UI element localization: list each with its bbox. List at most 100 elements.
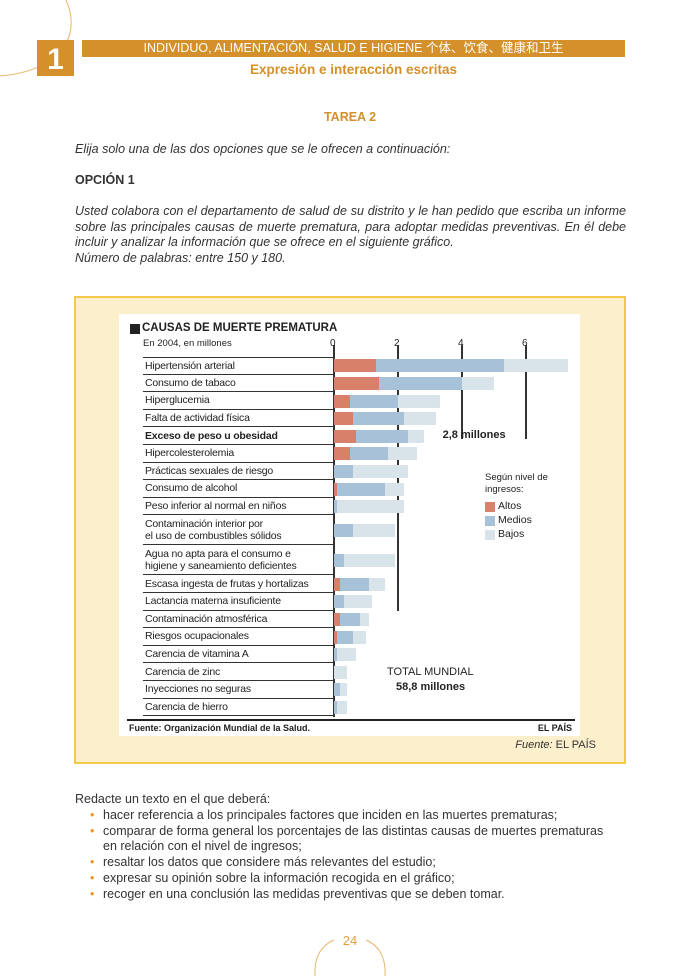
- unit-number-badge: 1: [37, 40, 74, 76]
- legend-label-bajos: Bajos: [498, 528, 525, 540]
- source-value: EL PAÍS: [555, 739, 596, 751]
- requirement-item: • expresar su opinión sobre la informació…: [90, 871, 620, 887]
- bullet-icon: •: [90, 808, 95, 822]
- bar-altos: [334, 359, 376, 373]
- category-label: Hipercolesterolemia: [143, 445, 333, 463]
- requirement-item: • hacer referencia a los principales fact…: [90, 808, 620, 824]
- bar-altos: [334, 612, 341, 626]
- legend-title: Según nivel de ingresos:: [485, 472, 548, 495]
- bar-medios: [334, 648, 338, 662]
- unit-title-banner: INDIVIDUO, ALIMENTACIÓN, SALUD E HIGIENE…: [82, 40, 625, 57]
- category-label: Consumo de tabaco: [143, 375, 333, 393]
- bar-altos: [334, 577, 341, 591]
- category-label: Agua no apta para el consumo e higiene y…: [143, 545, 333, 576]
- chart-footer-brand: EL PAÍS: [537, 723, 572, 733]
- requirement-item: • comparar de forma general los porcentaj…: [90, 824, 620, 855]
- bullet-icon: •: [90, 886, 95, 901]
- bar-bajos: [340, 683, 347, 697]
- task-prompt: Usted colabora con el departamento de sa…: [75, 204, 626, 266]
- bar-bajos: [337, 500, 405, 514]
- bar-altos: [334, 482, 338, 496]
- requirement-item: • recoger en una conclusión las medidas p…: [90, 887, 620, 903]
- bar-bajos: [353, 630, 366, 644]
- bar-altos: [334, 630, 338, 644]
- x-tick-label: 0: [330, 338, 336, 349]
- bar-bajos: [353, 523, 395, 537]
- category-label: Contaminación interior por el uso de com…: [143, 515, 333, 546]
- legend-label-medios: Medios: [498, 514, 532, 526]
- option-heading: OPCIÓN 1: [75, 173, 135, 187]
- category-label: Escasa ingesta de frutas y hortalizas: [143, 575, 333, 593]
- category-label: Contaminación atmosférica: [143, 611, 333, 629]
- category-label: Consumo de alcohol: [143, 480, 333, 498]
- category-label: Hipertensión arterial: [143, 357, 333, 375]
- chart-footer-source: Fuente: Organización Mundial de la Salud…: [129, 723, 311, 733]
- bar-medios: [337, 630, 354, 644]
- category-label: Inyecciones no seguras: [143, 681, 333, 699]
- chart: CAUSAS DE MUERTE PREMATURA En 2004, en m…: [119, 314, 580, 736]
- chart-subtitle: En 2004, en millones: [143, 338, 232, 349]
- bar-medios: [350, 394, 398, 408]
- bullet-icon: •: [90, 823, 95, 838]
- bar-medios: [337, 482, 386, 496]
- bar-medios: [334, 500, 338, 514]
- bar-altos: [334, 376, 379, 390]
- bullet-icon: •: [90, 855, 95, 870]
- legend-swatch-altos: [485, 502, 495, 512]
- requirement-text: hacer referencia a los principales facto…: [103, 808, 558, 822]
- category-label: Riesgos ocupacionales: [143, 628, 333, 646]
- title-square-icon: [130, 324, 140, 334]
- bar-medios: [334, 523, 354, 537]
- bar-bajos: [359, 612, 370, 626]
- requirement-text: expresar su opinión sobre la información…: [103, 870, 455, 885]
- bar-bajos: [385, 482, 405, 496]
- bar-medios: [334, 683, 341, 697]
- bar-medios: [340, 612, 360, 626]
- requirement-item: • resaltar los datos que considere más re…: [90, 855, 620, 871]
- bar-medios: [356, 429, 408, 443]
- requirement-text: resaltar los datos que considere más rel…: [103, 855, 436, 870]
- section-subtitle: Expresión e interacción escritas: [249, 62, 458, 77]
- bar-bajos: [407, 429, 424, 443]
- page-number-arc: [314, 939, 386, 976]
- bar-bajos: [388, 447, 418, 461]
- task-instruction: Elija solo una de las dos opciones que s…: [75, 142, 451, 156]
- task-title: TAREA 2: [323, 110, 377, 124]
- bar-medios: [334, 700, 338, 714]
- bar-bajos: [404, 412, 437, 426]
- chart-title: CAUSAS DE MUERTE PREMATURA: [142, 322, 338, 334]
- legend-swatch-bajos: [485, 530, 495, 540]
- category-label: Carencia de hierro: [143, 699, 333, 717]
- bar-medios: [375, 359, 504, 373]
- category-label: Falta de actividad física: [143, 410, 333, 428]
- bar-medios: [350, 447, 389, 461]
- category-label: Lactancia materna insuficiente: [143, 593, 333, 611]
- bar-altos: [334, 412, 354, 426]
- x-tick-label: 6: [522, 338, 528, 349]
- bar-bajos: [369, 577, 386, 591]
- bar-altos: [334, 429, 357, 443]
- prompt-text: Usted colabora con el departamento de sa…: [75, 204, 626, 250]
- bar-medios: [334, 553, 344, 567]
- category-label: Exceso de peso u obesidad: [143, 427, 333, 445]
- bullet-icon: •: [90, 870, 95, 885]
- category-label: Carencia de zinc: [143, 663, 333, 681]
- category-label: Hiperglucemia: [143, 392, 333, 410]
- bar-bajos: [462, 376, 494, 390]
- figure-source: Fuente: EL PAÍS: [400, 739, 596, 751]
- bar-medios: [340, 577, 370, 591]
- total-value: 58,8 millones: [396, 681, 466, 693]
- legend-label-altos: Altos: [498, 500, 522, 512]
- bar-bajos: [334, 665, 347, 679]
- bar-annotation: 2,8 millones: [442, 428, 506, 441]
- writing-requirements-list: • hacer referencia a los principales fact…: [90, 808, 620, 902]
- requirement-text: comparar de forma general los porcentaje…: [103, 823, 604, 854]
- page-number: 24: [342, 933, 358, 948]
- gridline: [461, 345, 463, 439]
- bar-bajos: [337, 648, 357, 662]
- bar-altos: [334, 447, 350, 461]
- source-label: Fuente:: [515, 739, 553, 751]
- bar-bajos: [353, 464, 408, 478]
- bar-medios: [378, 376, 462, 390]
- requirement-text: recoger en una conclusión las medidas pr…: [103, 886, 505, 901]
